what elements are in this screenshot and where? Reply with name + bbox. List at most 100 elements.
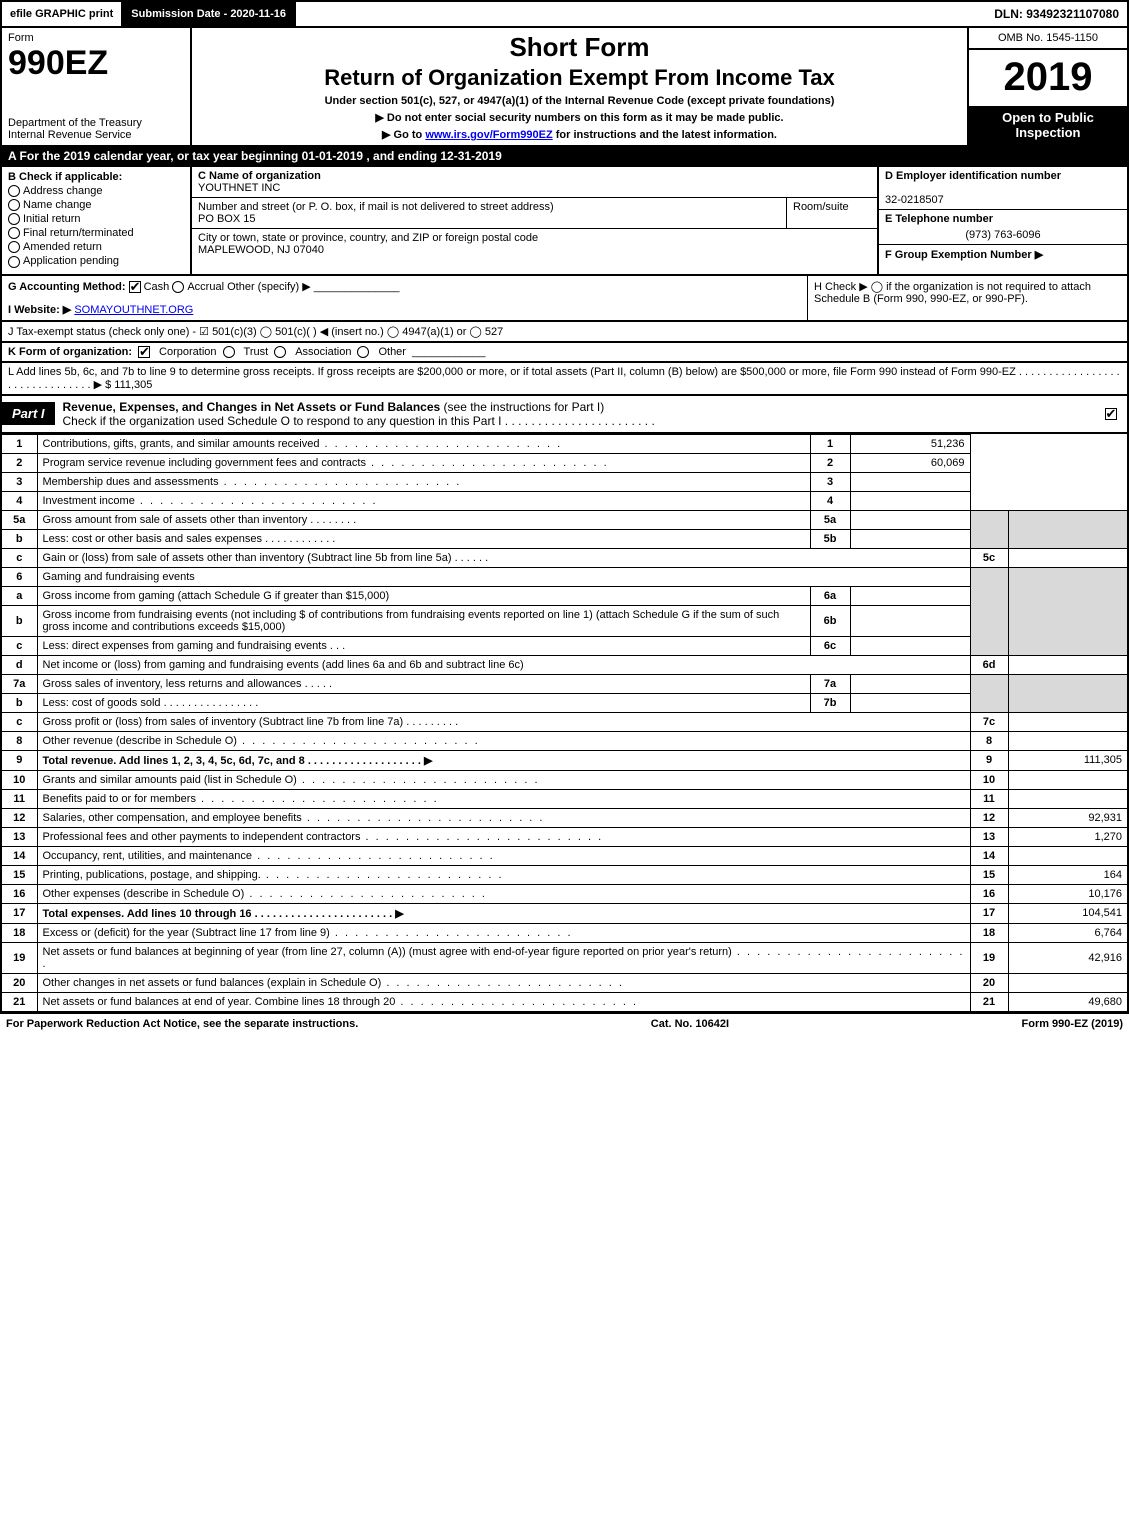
omb-number: OMB No. 1545-1150 bbox=[969, 28, 1127, 50]
table-row: 10Grants and similar amounts paid (list … bbox=[1, 770, 1128, 789]
line-desc: Gross income from gaming (attach Schedul… bbox=[37, 586, 810, 605]
line-desc: Professional fees and other payments to … bbox=[37, 827, 970, 846]
shaded-cell bbox=[1008, 674, 1128, 712]
efile-print[interactable]: efile GRAPHIC print bbox=[2, 2, 123, 26]
line-desc: Investment income bbox=[37, 491, 810, 510]
shaded-cell bbox=[1008, 510, 1128, 548]
line-ref: 18 bbox=[970, 923, 1008, 942]
line-amount bbox=[1008, 770, 1128, 789]
line-desc: Occupancy, rent, utilities, and maintena… bbox=[37, 846, 970, 865]
line-ref: 3 bbox=[810, 472, 850, 491]
table-row: bGross income from fundraising events (n… bbox=[1, 605, 1128, 636]
line-amount: 92,931 bbox=[1008, 808, 1128, 827]
footer-right: Form 990-EZ (2019) bbox=[1022, 1018, 1123, 1030]
line-amount bbox=[1008, 846, 1128, 865]
line-amount: 49,680 bbox=[1008, 992, 1128, 1012]
city-value: MAPLEWOOD, NJ 07040 bbox=[198, 244, 324, 256]
line-desc: Grants and similar amounts paid (list in… bbox=[37, 770, 970, 789]
box-g: G Accounting Method: Cash Accrual Other … bbox=[2, 276, 807, 320]
initial-return-radio[interactable] bbox=[8, 213, 20, 225]
dept-treasury: Department of the Treasury Internal Reve… bbox=[8, 117, 184, 141]
dept-line1: Department of the Treasury bbox=[8, 117, 184, 129]
app-pending-radio[interactable] bbox=[8, 256, 20, 268]
sub-ref: 6c bbox=[810, 636, 850, 655]
name-change-radio[interactable] bbox=[8, 199, 20, 211]
line-num: 16 bbox=[1, 884, 37, 903]
table-row: 13Professional fees and other payments t… bbox=[1, 827, 1128, 846]
accrual-radio[interactable] bbox=[172, 281, 184, 293]
assoc-radio[interactable] bbox=[274, 346, 286, 358]
form-number: 990EZ bbox=[8, 44, 184, 83]
table-row: 19Net assets or fund balances at beginni… bbox=[1, 942, 1128, 973]
table-row: 4Investment income4 bbox=[1, 491, 1128, 510]
shaded-cell bbox=[970, 674, 1008, 712]
table-row: bLess: cost or other basis and sales exp… bbox=[1, 529, 1128, 548]
line-amount: 104,541 bbox=[1008, 903, 1128, 923]
line-desc: Total expenses. Add lines 10 through 16 … bbox=[37, 903, 970, 923]
row-g-h: G Accounting Method: Cash Accrual Other … bbox=[0, 276, 1129, 322]
table-row: 18Excess or (deficit) for the year (Subt… bbox=[1, 923, 1128, 942]
line-num: 9 bbox=[1, 750, 37, 770]
line-ref: 11 bbox=[970, 789, 1008, 808]
part-1-checkbox[interactable] bbox=[1105, 408, 1117, 420]
ssn-warning: ▶ Do not enter social security numbers o… bbox=[200, 111, 959, 124]
website-link[interactable]: SOMAYOUTHNET.ORG bbox=[74, 304, 193, 316]
cash-checkbox[interactable] bbox=[129, 281, 141, 293]
table-row: 2Program service revenue including gover… bbox=[1, 453, 1128, 472]
final-return-radio[interactable] bbox=[8, 227, 20, 239]
line-ref: 20 bbox=[970, 973, 1008, 992]
ein-label: D Employer identification number bbox=[885, 170, 1061, 182]
line-amount bbox=[1008, 655, 1128, 674]
cash-label: Cash bbox=[144, 281, 170, 293]
line-desc: Other revenue (describe in Schedule O) bbox=[37, 731, 970, 750]
goto-pre: ▶ Go to bbox=[382, 129, 425, 141]
line-desc: Contributions, gifts, grants, and simila… bbox=[37, 434, 810, 453]
goto-post: for instructions and the latest informat… bbox=[556, 129, 777, 141]
table-row: 14Occupancy, rent, utilities, and mainte… bbox=[1, 846, 1128, 865]
line-desc: Gaming and fundraising events bbox=[37, 567, 970, 586]
addr-change-label: Address change bbox=[23, 185, 103, 197]
table-row: 6Gaming and fundraising events bbox=[1, 567, 1128, 586]
line-ref: 9 bbox=[970, 750, 1008, 770]
part-1-check-text: Check if the organization used Schedule … bbox=[63, 414, 655, 428]
amended-return-radio[interactable] bbox=[8, 241, 20, 253]
line-num: 6 bbox=[1, 567, 37, 586]
line-amount bbox=[850, 472, 970, 491]
line-desc: Gross sales of inventory, less returns a… bbox=[37, 674, 810, 693]
line-ref: 13 bbox=[970, 827, 1008, 846]
table-row: 15Printing, publications, postage, and s… bbox=[1, 865, 1128, 884]
part-1-tag: Part I bbox=[2, 402, 55, 425]
other-radio[interactable] bbox=[357, 346, 369, 358]
line-num: 15 bbox=[1, 865, 37, 884]
sub-ref: 7a bbox=[810, 674, 850, 693]
irs-link[interactable]: www.irs.gov/Form990EZ bbox=[425, 129, 552, 141]
trust-radio[interactable] bbox=[223, 346, 235, 358]
line-desc: Less: cost or other basis and sales expe… bbox=[37, 529, 810, 548]
sub-value bbox=[850, 693, 970, 712]
dept-line2: Internal Revenue Service bbox=[8, 129, 184, 141]
table-row: 11Benefits paid to or for members11 bbox=[1, 789, 1128, 808]
table-row: cGross profit or (loss) from sales of in… bbox=[1, 712, 1128, 731]
other-label: Other bbox=[378, 346, 406, 358]
line-desc: Total revenue. Add lines 1, 2, 3, 4, 5c,… bbox=[37, 750, 970, 770]
street-value: PO BOX 15 bbox=[198, 213, 255, 225]
org-name-label: C Name of organization bbox=[198, 170, 321, 182]
trust-label: Trust bbox=[244, 346, 269, 358]
corp-checkbox[interactable] bbox=[138, 346, 150, 358]
line-num: a bbox=[1, 586, 37, 605]
amended-return-label: Amended return bbox=[23, 241, 102, 253]
sub-ref: 6b bbox=[810, 605, 850, 636]
line-num: 14 bbox=[1, 846, 37, 865]
table-row: 7aGross sales of inventory, less returns… bbox=[1, 674, 1128, 693]
line-num: c bbox=[1, 712, 37, 731]
under-section: Under section 501(c), 527, or 4947(a)(1)… bbox=[200, 95, 959, 107]
shaded-cell bbox=[970, 567, 1008, 655]
acct-method-label: G Accounting Method: bbox=[8, 281, 126, 293]
line-num: 21 bbox=[1, 992, 37, 1012]
addr-change-radio[interactable] bbox=[8, 185, 20, 197]
sub-ref: 5b bbox=[810, 529, 850, 548]
box-c: C Name of organization YOUTHNET INC Numb… bbox=[192, 167, 877, 274]
table-row: 12Salaries, other compensation, and empl… bbox=[1, 808, 1128, 827]
name-change-label: Name change bbox=[23, 199, 92, 211]
line-ref: 5c bbox=[970, 548, 1008, 567]
